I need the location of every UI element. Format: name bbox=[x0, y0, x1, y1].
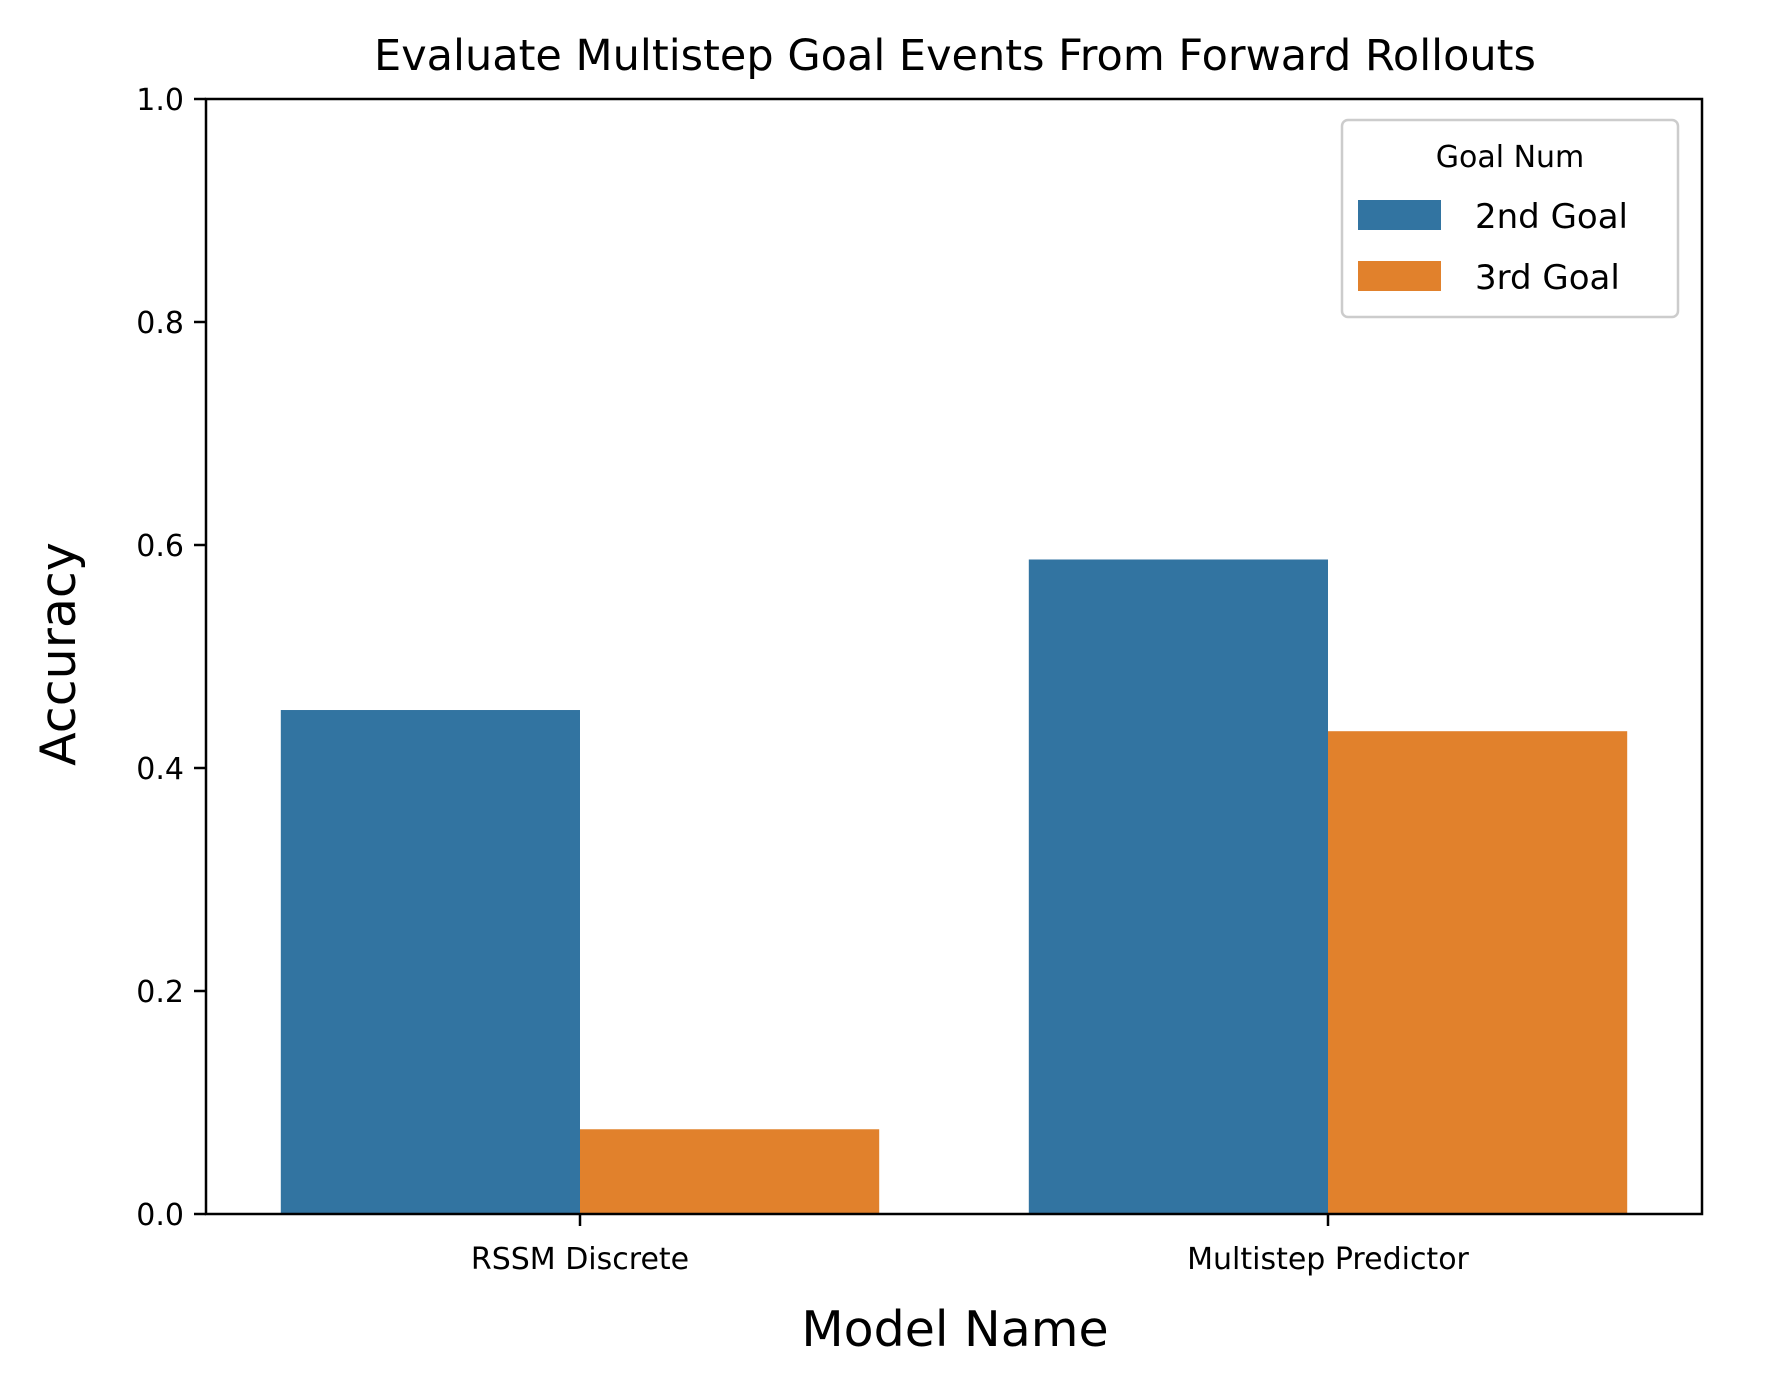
x-tick-label: RSSM Discrete bbox=[471, 1242, 689, 1277]
axes-layer: 0.0 0.2 0.4 0.6 0.8 1.0 RSSM Discrete Multistep… bbox=[136, 83, 1704, 1277]
legend-title: Goal Num bbox=[1436, 140, 1585, 175]
x-axis-label: Model Name bbox=[801, 1301, 1108, 1358]
x-tick-label: Multistep Predictor bbox=[1187, 1242, 1469, 1277]
legend-label-2nd-goal: 2nd Goal bbox=[1475, 197, 1628, 237]
bar-2nd-goal-multistep-predictor bbox=[1028, 559, 1328, 1214]
bar-2nd-goal-rssm-discrete bbox=[280, 710, 580, 1214]
legend: Goal Num 2nd Goal 3rd Goal bbox=[1340, 118, 1680, 319]
legend-swatch-2nd-goal bbox=[1358, 200, 1441, 230]
y-tick-label: 0.2 bbox=[136, 975, 184, 1010]
y-axis-label: Accuracy bbox=[30, 542, 87, 766]
y-tick-label: 0.0 bbox=[136, 1198, 184, 1233]
y-tick-label: 0.4 bbox=[136, 752, 184, 787]
legend-label-3rd-goal: 3rd Goal bbox=[1475, 258, 1620, 298]
y-tick-label: 0.8 bbox=[136, 306, 184, 341]
chart-title: Evaluate Multistep Goal Events From Forw… bbox=[374, 31, 1536, 81]
y-tick-label: 0.6 bbox=[136, 529, 184, 564]
bar-3rd-goal-multistep-predictor bbox=[1328, 731, 1628, 1214]
legend-swatch-3rd-goal bbox=[1358, 261, 1441, 291]
plot-frame bbox=[204, 97, 1704, 1216]
bars-layer bbox=[280, 559, 1628, 1214]
bar-3rd-goal-rssm-discrete bbox=[580, 1129, 880, 1214]
y-tick-label: 1.0 bbox=[136, 83, 184, 118]
